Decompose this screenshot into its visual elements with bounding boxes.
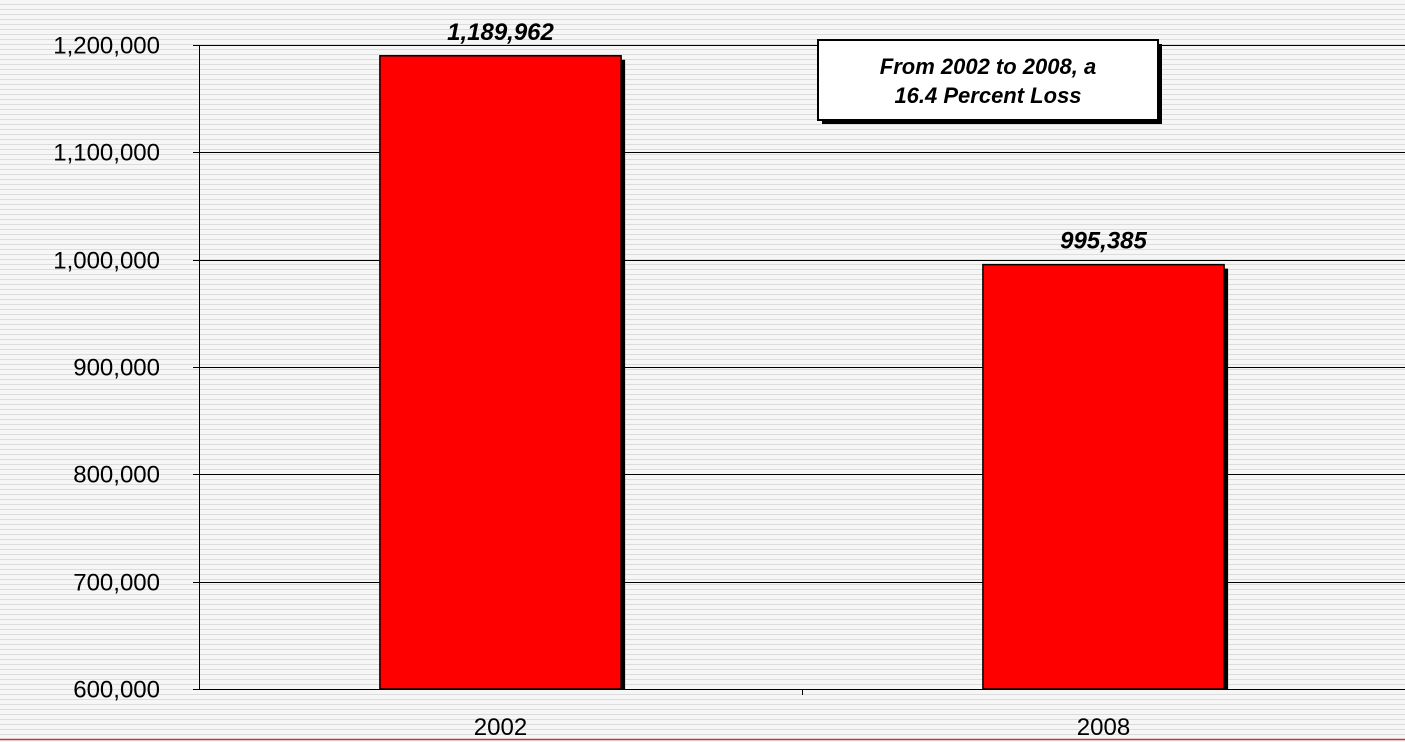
bar xyxy=(379,55,622,690)
y-tick-label: 800,000 xyxy=(73,462,160,489)
y-tick-label: 1,200,000 xyxy=(53,33,160,60)
annotation-line-2: 16.4 Percent Loss xyxy=(894,83,1081,108)
x-tick-labels: 2002 2008 xyxy=(474,714,1130,741)
bar xyxy=(982,263,1225,690)
annotation-line-1: From 2002 to 2008, a xyxy=(880,54,1096,79)
annotation-frame xyxy=(817,39,1159,121)
data-label: 995,385 xyxy=(1060,228,1147,255)
y-tick-label: 600,000 xyxy=(73,677,160,704)
data-labels: 1,189,962 995,385 xyxy=(447,19,1147,255)
y-tick-label: 900,000 xyxy=(73,355,160,382)
y-tick-label: 700,000 xyxy=(73,570,160,597)
y-tick-labels: 600,000 700,000 800,000 900,000 1,000,000 1,1… xyxy=(53,33,160,704)
y-tick-label: 1,000,000 xyxy=(53,248,160,275)
bars xyxy=(379,55,1229,690)
annotation-box: From 2002 to 2008, a 16.4 Percent Loss xyxy=(817,39,1162,124)
x-tick-label: 2002 xyxy=(474,714,527,741)
data-label: 1,189,962 xyxy=(447,19,554,46)
y-tick-label: 1,100,000 xyxy=(53,140,160,167)
x-tick-label: 2008 xyxy=(1077,714,1130,741)
axes xyxy=(193,45,1405,690)
